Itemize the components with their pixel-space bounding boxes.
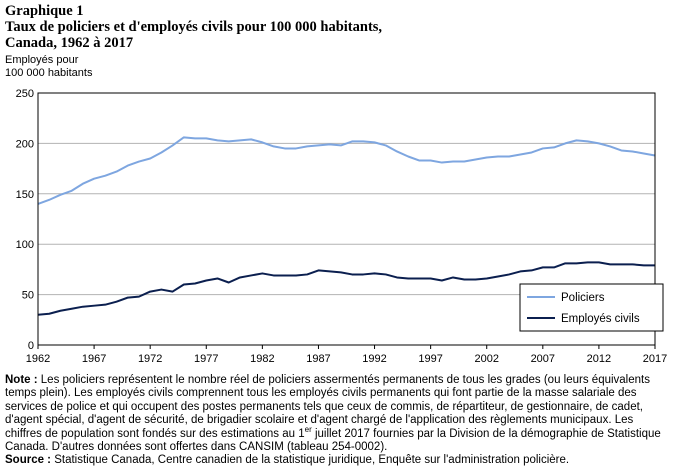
x-tick-label: 1982 xyxy=(250,353,274,365)
legend-label-employes-civils: Employés civils xyxy=(561,313,640,325)
series-line-employes-civils xyxy=(37,261,655,316)
y-tick-label: 100 xyxy=(16,239,34,251)
note-label: Note : xyxy=(5,374,38,386)
y-tick-label: 150 xyxy=(16,189,34,201)
series-line-policiers xyxy=(37,136,656,205)
legend-label-policiers: Policiers xyxy=(561,292,605,304)
y-tick-label: 50 xyxy=(22,290,34,302)
y-axis-label-line2: 100 000 habitants xyxy=(5,66,93,79)
note-superscript: er xyxy=(304,424,312,434)
x-tick-label: 1962 xyxy=(26,353,50,365)
note-paragraph: Note : Les policiers représentent le nom… xyxy=(5,374,670,454)
notes-section: Note : Les policiers représentent le nom… xyxy=(5,374,670,468)
x-tick-label: 2002 xyxy=(474,353,498,365)
x-tick-label: 2007 xyxy=(531,353,555,365)
y-axis-label-line1: Employés pour xyxy=(5,54,79,66)
source-paragraph: Source : Statistique Canada, Centre cana… xyxy=(5,454,670,467)
chart-title-line1: Taux de policiers et d'employés civils p… xyxy=(5,19,383,35)
x-tick-label: 1997 xyxy=(418,353,442,365)
source-label: Source : xyxy=(5,454,52,467)
legend-box xyxy=(519,283,664,332)
x-tick-label: 2017 xyxy=(643,353,667,365)
grid-lines xyxy=(38,142,655,296)
x-tick-label: 2012 xyxy=(587,353,611,365)
y-tick-label: 250 xyxy=(16,88,34,100)
legend: Policiers Employés civils xyxy=(519,283,664,332)
x-tick-label: 1977 xyxy=(194,353,218,365)
y-tick-labels: 0 50 100 150 200 250 xyxy=(16,88,34,352)
y-tick-label: 0 xyxy=(28,340,34,352)
note-text-a: Les policiers représentent le nombre rée… xyxy=(5,374,650,440)
x-tick-label: 1972 xyxy=(138,353,162,365)
x-tick-label: 1987 xyxy=(306,353,330,365)
note-text-b: juillet 2017 fournies par la Division de… xyxy=(5,427,661,454)
y-tick-label: 200 xyxy=(16,138,34,150)
source-text: Statistique Canada, Centre canadien de l… xyxy=(51,454,570,467)
line-chart: 0 50 100 150 200 250 1962 1967 1972 1977 1982 1987… xyxy=(16,88,668,365)
series-lines xyxy=(37,136,656,316)
x-tick-label: 1992 xyxy=(362,353,386,365)
x-tick-labels: 1962 1967 1972 1977 1982 1987 1992 1997 2002 2007… xyxy=(26,345,667,365)
y-axis-label: Employés pour 100 000 habitants xyxy=(5,54,92,79)
plot-frame xyxy=(37,92,656,346)
chart-title: Graphique 1 Taux de policiers et d'emplo… xyxy=(5,3,382,51)
chart-title-line2: Canada, 1962 à 2017 xyxy=(5,35,134,51)
chart-label: Graphique 1 xyxy=(5,3,84,19)
x-tick-label: 1967 xyxy=(82,353,106,365)
